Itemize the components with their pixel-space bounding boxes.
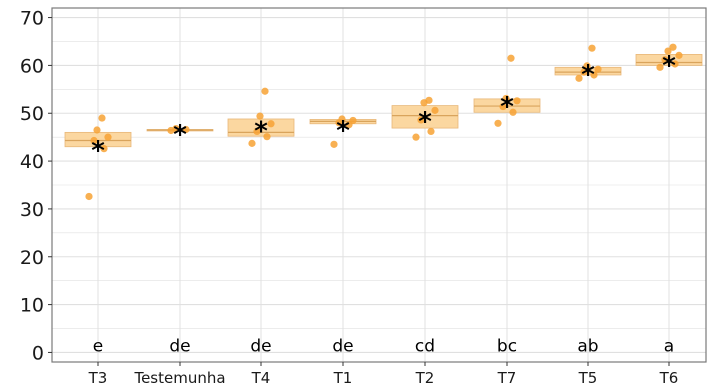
point-T3-3: [104, 133, 112, 141]
point-T7-4: [502, 94, 510, 103]
point-T5-5: [588, 44, 596, 52]
significance-letter-T5: ab: [577, 336, 598, 356]
point-T6-4: [664, 47, 672, 55]
point-T3-5: [98, 114, 106, 122]
point-T5-0: [575, 74, 583, 82]
point-T4-1: [263, 133, 271, 141]
x-tick-label-T2: T2: [415, 369, 435, 387]
point-T5-2: [580, 68, 588, 76]
point-T5-1: [590, 71, 598, 79]
point-T2-3: [431, 106, 439, 114]
significance-letter-T6: a: [664, 336, 674, 356]
mean-marker-T6: *: [662, 51, 676, 81]
significance-letter-T1: de: [332, 336, 353, 356]
point-T7-2: [499, 102, 507, 111]
point-T3-1: [100, 145, 108, 153]
mean-marker-T5: *: [581, 60, 595, 90]
point-T6-0: [656, 63, 664, 71]
point-T3-2: [90, 136, 98, 145]
panel-border: [51, 7, 707, 363]
mean-marker-T3: *: [91, 136, 105, 166]
point-T3-4: [93, 126, 101, 134]
point-T1-0: [330, 140, 338, 148]
point-T4-2: [253, 127, 261, 136]
mean-marker-T2: *: [418, 107, 432, 137]
point-Testemunha-1: [182, 125, 190, 134]
point-T3-0: [85, 192, 93, 201]
point-T2-2: [417, 116, 425, 124]
point-T6-1: [671, 60, 679, 68]
x-tick-label-T4: T4: [251, 369, 271, 387]
y-tick-label-50: 50: [20, 103, 44, 125]
point-T5-4: [583, 62, 591, 70]
mean-marker-T1: *: [336, 116, 350, 146]
point-T7-5: [507, 54, 515, 62]
point-T4-5: [261, 87, 269, 95]
label-layer: * e * de * de * de * cd * bc * ab * a: [91, 51, 676, 356]
point-T1-3: [349, 116, 357, 125]
y-tick-label-60: 60: [20, 55, 44, 77]
significance-letter-T7: bc: [497, 336, 517, 356]
significance-letter-T2: cd: [415, 336, 435, 356]
point-T7-0: [494, 119, 502, 127]
x-tick-label-Testemunha: Testemunha: [133, 369, 225, 387]
point-T7-3: [513, 97, 521, 105]
y-tick-label-0: 0: [32, 342, 44, 364]
axis-layer: T3 Testemunha T4 T1 T2 T7 T5 T6 0 10 20 30 40 50 60 70: [20, 8, 679, 387]
significance-letter-Testemunha: de: [169, 336, 190, 356]
point-T4-0: [248, 139, 256, 147]
x-tick-label-T1: T1: [333, 369, 353, 387]
x-tick-label-T7: T7: [497, 369, 517, 387]
y-tick-label-10: 10: [20, 295, 44, 317]
mean-marker-Testemunha: *: [173, 120, 187, 150]
mean-marker-T4: *: [254, 117, 268, 147]
point-T2-1: [427, 127, 435, 136]
point-T6-5: [669, 43, 677, 51]
box-layer: [64, 54, 703, 148]
x-tick-label-T3: T3: [88, 369, 108, 387]
x-tick-label-T6: T6: [659, 369, 679, 387]
point-T4-4: [256, 112, 264, 120]
point-T4-3: [267, 120, 275, 128]
point-layer: [85, 43, 683, 201]
point-T2-0: [412, 133, 420, 141]
point-T6-3: [675, 51, 683, 59]
y-tick-label-20: 20: [20, 247, 44, 269]
grid-lines: [52, 8, 706, 362]
y-tick-label-40: 40: [20, 151, 44, 173]
point-T6-2: [661, 56, 669, 64]
point-T7-1: [509, 108, 517, 116]
point-Testemunha-2: [172, 124, 180, 133]
point-T1-4: [338, 115, 346, 123]
x-tick-label-T5: T5: [578, 369, 598, 387]
point-T5-3: [594, 65, 602, 73]
significance-letter-T4: de: [250, 336, 271, 356]
significance-letter-T3: e: [93, 336, 103, 356]
point-T2-5: [425, 96, 433, 104]
mean-marker-T7: *: [500, 92, 514, 122]
y-tick-label-70: 70: [20, 8, 44, 30]
y-tick-label-30: 30: [20, 199, 44, 221]
